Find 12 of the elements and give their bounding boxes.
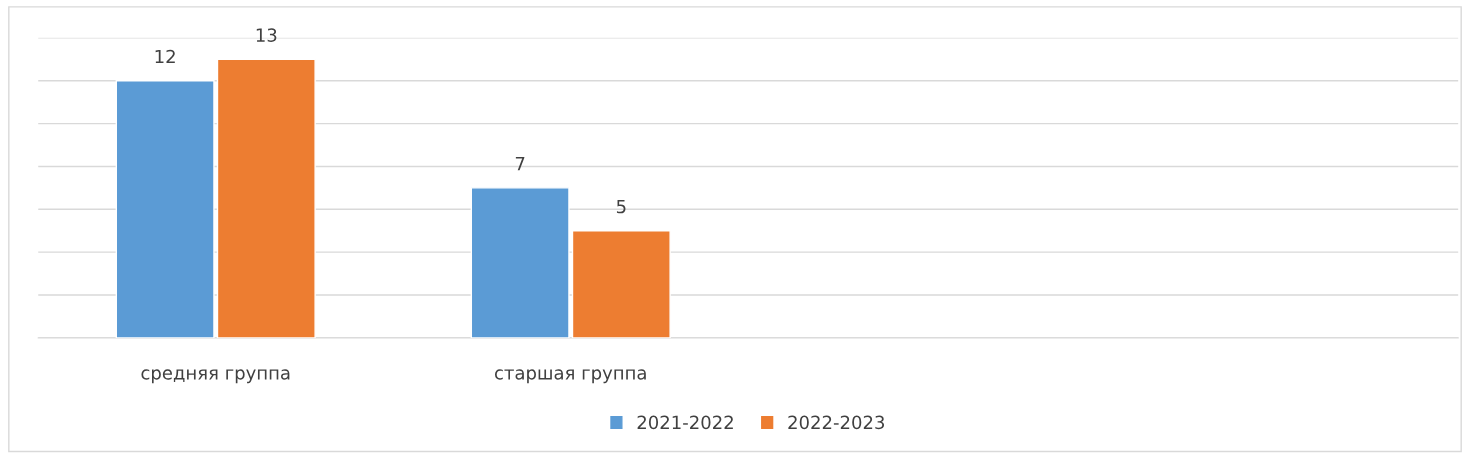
data-label: 12 xyxy=(155,49,175,64)
data-label: 7 xyxy=(515,157,525,171)
bar xyxy=(216,58,316,338)
x-tick-label: старшая группа xyxy=(494,369,646,384)
data-label: 5 xyxy=(616,199,626,214)
bar xyxy=(571,230,671,338)
bar xyxy=(470,187,570,338)
legend-label: 2021-2022 xyxy=(637,415,733,430)
x-tick-label: средняя группа xyxy=(141,369,290,384)
bar xyxy=(115,80,215,338)
legend-label: 2022-2023 xyxy=(788,415,885,430)
data-label: 13 xyxy=(256,28,277,42)
